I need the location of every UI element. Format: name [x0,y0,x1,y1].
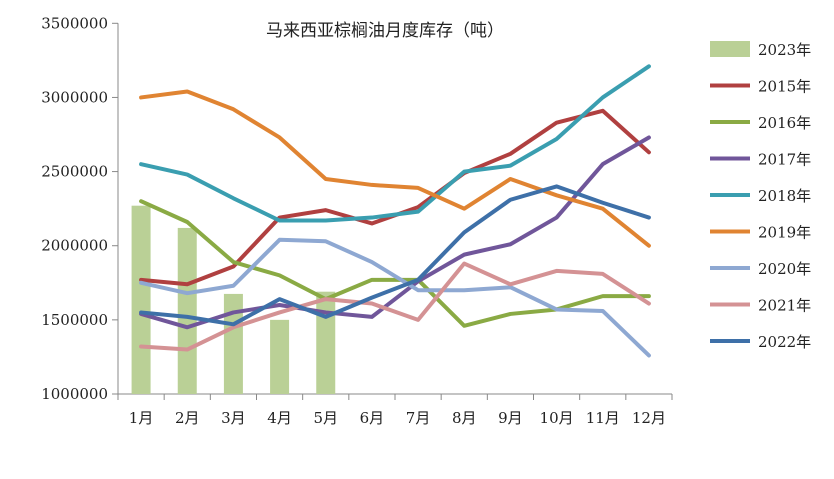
legend-label: 2018年 [758,187,811,205]
bar-2023 [223,293,243,394]
x-tick-label: 6月 [360,409,385,427]
x-tick-label: 4月 [267,409,292,427]
y-tick-label: 2500000 [41,163,108,181]
legend-label: 2020年 [758,260,811,278]
legend-label: 2021年 [758,297,811,315]
legend-label: 2019年 [758,224,811,242]
bar-2023 [131,205,151,394]
x-tick-label: 5月 [313,409,338,427]
chart-title: 马来西亚棕榈油月度库存（吨） [266,21,504,41]
legend-label: 2015年 [758,78,811,96]
x-tick-label: 8月 [452,409,477,427]
x-tick-label: 10月 [540,409,574,427]
y-tick-label: 2000000 [41,237,108,255]
x-tick-label: 2月 [175,409,200,427]
x-tick-label: 12月 [632,409,666,427]
series-line-2020 [139,237,651,358]
bar-2023 [270,319,290,394]
y-tick-label: 1000000 [41,385,108,403]
x-tick-label: 7月 [406,409,431,427]
y-tick-label: 3500000 [41,14,108,32]
series-line-2022 [139,184,651,327]
legend-swatch-bar [710,41,750,57]
series-line-2017 [139,135,651,330]
y-tick-label: 1500000 [41,311,108,329]
series-line-2018 [139,64,651,223]
legend-label: 2022年 [758,333,811,351]
x-tick-label: 3月 [221,409,246,427]
series-line-2019 [139,89,651,248]
legend-label: 2023年 [758,41,811,59]
series-line-2021 [139,261,651,352]
y-tick-label: 3000000 [41,88,108,106]
bar-2023 [177,227,197,394]
bar-2023 [316,291,336,394]
series-line-2016 [139,199,651,328]
x-tick-label: 9月 [498,409,523,427]
legend-label: 2016年 [758,114,811,132]
x-tick-label: 11月 [586,409,620,427]
legend-label: 2017年 [758,151,811,169]
x-tick-label: 1月 [129,409,154,427]
